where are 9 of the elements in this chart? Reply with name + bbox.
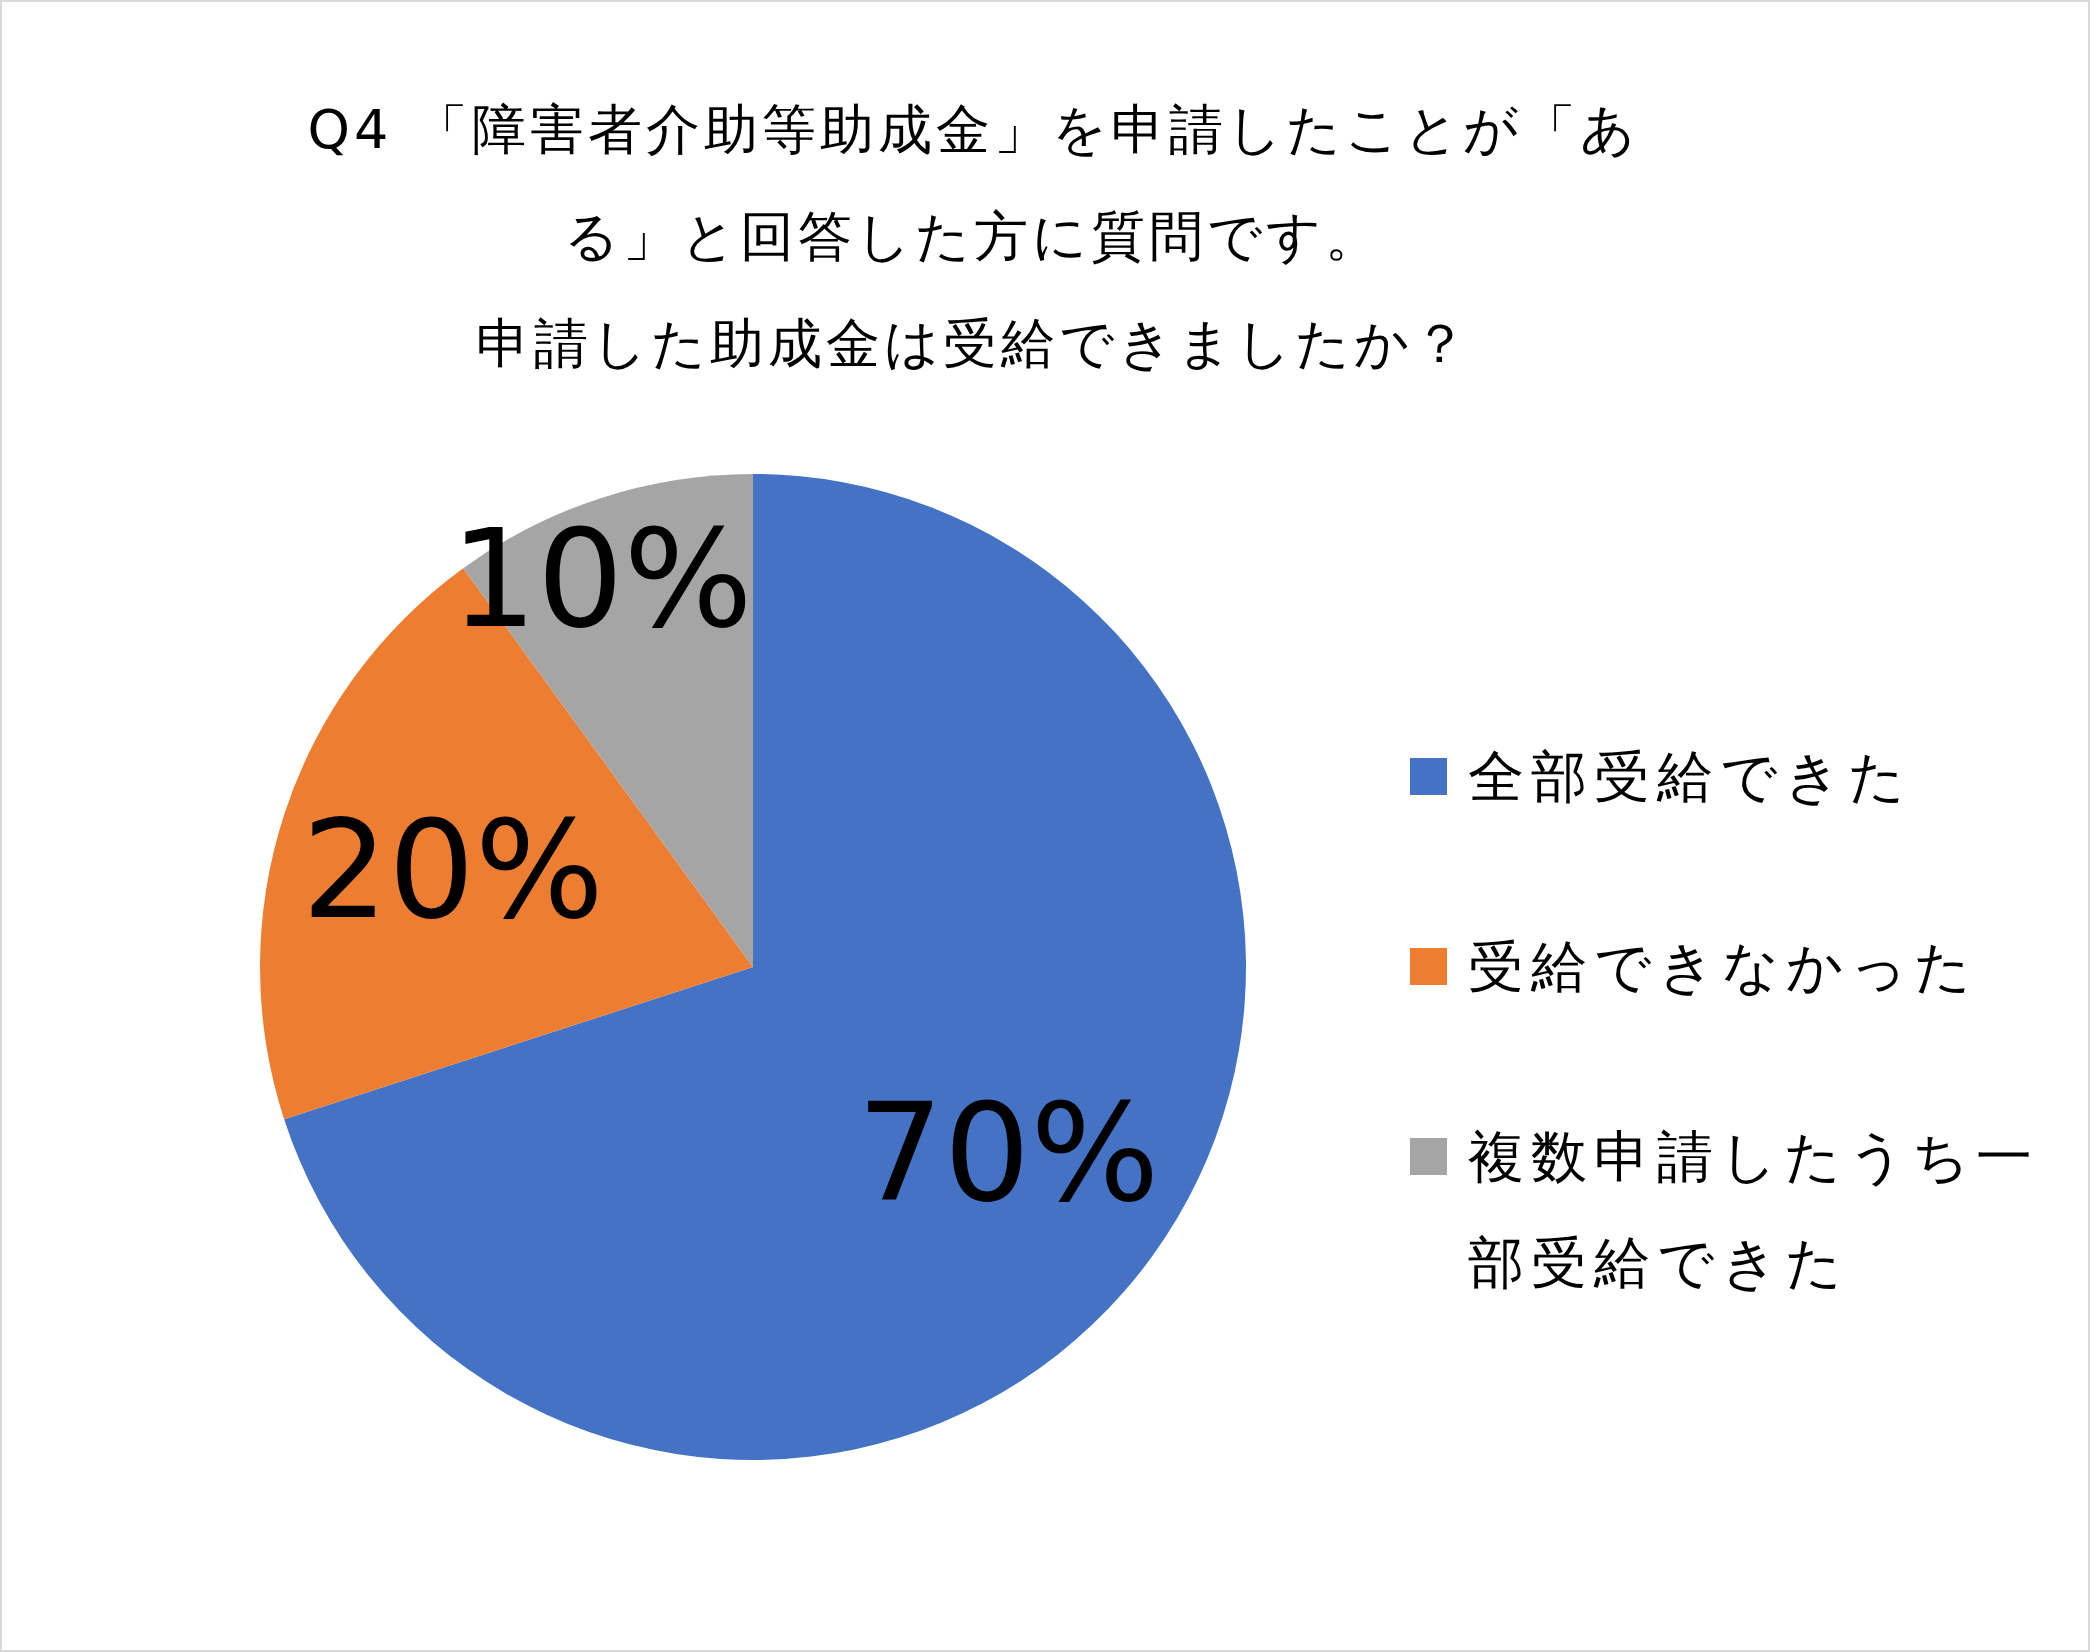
data-label: 20%: [301, 791, 605, 950]
data-label: 70%: [857, 1074, 1160, 1233]
chart-title: Q4 「障害者介助等助成金」を申請したことが「ある」と回答した方に質問です。: [306, 97, 1640, 270]
legend-label: 受給できなかった: [1468, 933, 1979, 1001]
legend-label: 全部受給できた: [1468, 743, 1913, 811]
legend-label: 複数申請したうち一部受給できた: [1468, 1123, 2040, 1297]
pie-slice: [284, 474, 1246, 1460]
chart-subtitle: 申請した助成金は受給できましたか？: [474, 311, 1472, 377]
data-label: 10%: [450, 499, 753, 658]
